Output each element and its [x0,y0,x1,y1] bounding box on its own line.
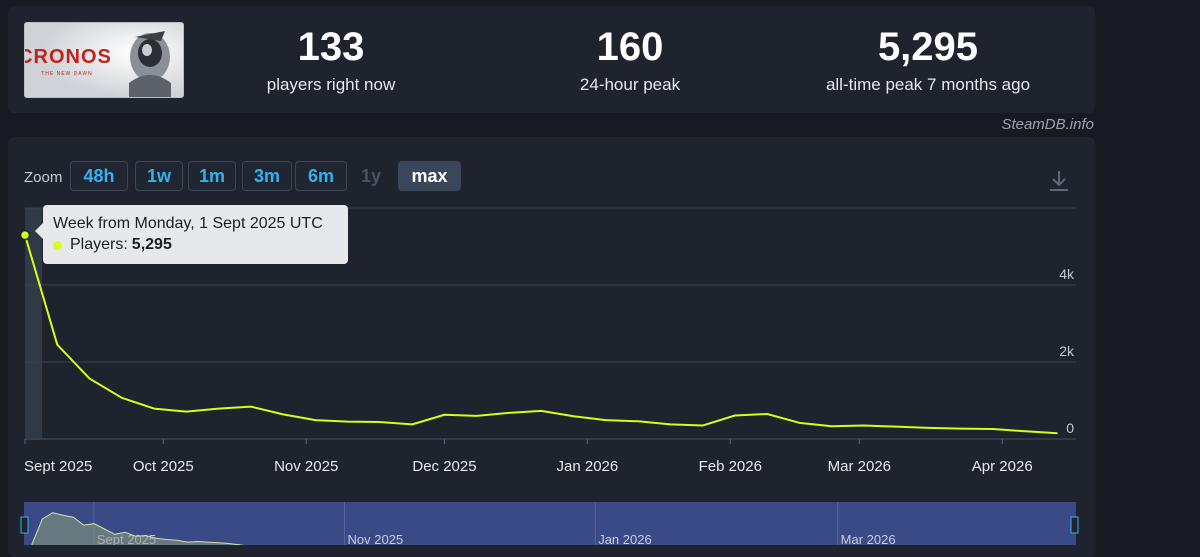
zoom-6m-button[interactable]: 6m [295,161,347,191]
series-line-players [24,234,1058,435]
navigator-window[interactable] [24,502,1076,545]
navigator-tick-label: Mar 2026 [841,532,896,545]
stat-current-players: 133 players right now [231,24,431,96]
y-axis: 0 2k 4k [1059,266,1075,436]
y-tick-label: 2k [1059,343,1075,359]
zoom-48h-button[interactable]: 48h [70,161,128,191]
chart-tooltip: Week from Monday, 1 Sept 2025 UTC Player… [35,205,348,264]
game-logo[interactable]: CRONOS THE NEW DAWN [24,22,184,98]
tooltip-row: Players: 5,295 [53,235,338,255]
x-tick-label: Oct 2025 [133,458,194,475]
stats-panel: CRONOS THE NEW DAWN 133 players right no… [8,6,1095,113]
tooltip-series-marker [53,240,62,250]
y-tick-label: 0 [1066,420,1074,436]
x-tick-label: Feb 2026 [699,458,762,475]
x-tick-label: Jan 2026 [557,458,619,475]
x-axis: Sept 2025 Oct 2025 Nov 2025 Dec 2025 Jan 202… [24,439,1033,475]
game-logo-art: CRONOS THE NEW DAWN [25,23,183,97]
hover-highlight-band [25,208,42,440]
tooltip-value: 5,295 [131,236,172,253]
download-icon[interactable] [1048,169,1070,198]
tooltip-arrow [35,223,43,239]
zoom-1y-button: 1y [352,161,390,191]
zoom-max-button[interactable]: max [398,161,461,191]
peak-24h-label: 24-hour peak [579,75,681,94]
x-tick-label: Nov 2025 [274,458,338,475]
stat-24h-peak: 160 24-hour peak [530,24,730,96]
navigator-tick-label: Jan 2026 [598,532,652,545]
current-players-value: 133 [297,25,365,69]
navigator-area [31,512,245,545]
y-tick-label: 4k [1059,266,1075,282]
peak-24h-value: 160 [596,25,664,69]
zoom-1w-button[interactable]: 1w [135,161,183,191]
zoom-1m-button[interactable]: 1m [188,161,236,191]
x-tick-label: Dec 2025 [412,458,476,475]
all-time-peak-value: 5,295 [877,25,979,69]
zoom-label: Zoom [24,169,63,186]
navigator-right-handle[interactable] [1070,516,1079,534]
navigator-tick-label: Nov 2025 [348,532,404,545]
x-tick-label: Apr 2026 [972,458,1033,475]
zoom-3m-button[interactable]: 3m [242,161,292,191]
all-time-peak-label: all-time peak 7 months ago [825,75,1031,94]
steamdb-watermark[interactable]: SteamDB.info [1001,116,1094,133]
logo-subtitle: THE NEW DAWN [41,71,93,77]
logo-title: CRONOS [25,46,112,68]
tooltip-series-label: Players: [70,236,128,253]
highlighted-point[interactable] [19,229,31,241]
chart-series [19,229,1058,435]
stat-all-time-peak: 5,295 all-time peak 7 months ago [778,24,1078,96]
navigator[interactable]: Sept 2025 Nov 2025 Jan 2026 Mar 2026 [0,0,1200,545]
navigator-left-handle[interactable] [20,516,29,534]
x-tick-label: Mar 2026 [828,458,891,475]
x-tick-label: Sept 2025 [24,458,92,475]
current-players-label: players right now [266,75,396,94]
tooltip-title: Week from Monday, 1 Sept 2025 UTC [53,215,323,232]
